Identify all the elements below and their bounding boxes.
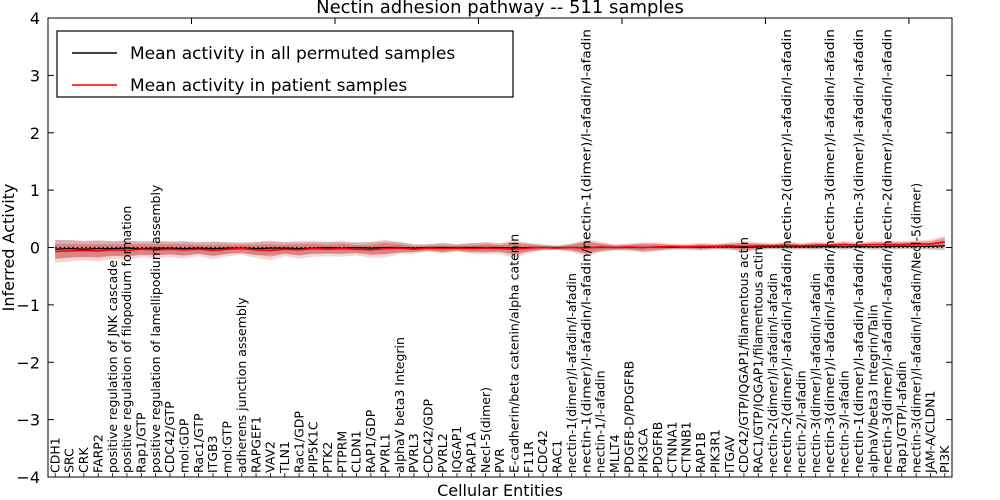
x-tick-label: RAC1 — [550, 440, 565, 473]
y-tick-label: −1 — [16, 296, 40, 315]
x-tick-label: FARP2 — [90, 434, 105, 473]
x-tick-label: CTNNA1 — [664, 421, 679, 473]
x-tick-label: PI3K — [937, 445, 952, 473]
x-tick-label: ITGAV — [722, 435, 737, 473]
x-tick-label: VAV2 — [263, 441, 278, 473]
legend-label-permuted-samples: Mean activity in all permuted samples — [130, 44, 455, 64]
x-tick-label: alphaV beta3 Integrin — [392, 337, 407, 473]
plot-frame — [47, 17, 953, 478]
legend-label-patient-samples: Mean activity in patient samples — [130, 76, 407, 96]
x-tick-label: nectin-3(dimer)/l-afadin/l-afadin — [808, 273, 823, 473]
y-tick-label: 0 — [30, 239, 40, 258]
x-tick-label: PDGFRB — [650, 422, 665, 473]
y-axis-label: Inferred Activity — [0, 184, 18, 312]
x-tick-label: PVRL2 — [435, 433, 450, 473]
x-tick-label: nectin-2(dimer)/l-afadin/l-afadin — [765, 273, 780, 473]
x-tick-label: adherens junction assembly — [234, 297, 249, 473]
x-tick-label: nectin-1(dimer)/l-afadin/l-afadin — [564, 273, 579, 473]
x-tick-label: CTNNB1 — [679, 421, 694, 473]
x-tick-label: PTK2 — [320, 442, 335, 473]
x-tick-label: CDH1 — [47, 437, 62, 473]
x-tick-label: E-cadherin/beta catenin/alpha catenin — [507, 234, 522, 473]
chart-title: Nectin adhesion pathway -- 511 samples — [316, 0, 684, 18]
x-tick-label: CDC42/GTP — [162, 401, 177, 473]
y-tick-label: 1 — [30, 181, 40, 200]
x-tick-labels: CDH1 SRC CRK FARP2 positive regulation of JN… — [47, 29, 952, 474]
x-tick-label: RAP1A — [464, 432, 479, 473]
x-tick-label: nectin-2(dimer)/l-afadin/l-afadin/nectin… — [779, 29, 794, 473]
legend: Mean activity in all permuted samples Me… — [56, 30, 514, 98]
x-tick-label: nectin-1(dimer)/l-afadin/l-afadin/nectin… — [578, 29, 593, 473]
x-tick-label: nectin-3(dimer)/l-afadin/l-afadin/Necl-5… — [908, 183, 923, 473]
x-tick-label: TLN1 — [277, 441, 292, 474]
x-tick-label: CDC42/GTP/IQGAP1/filamentous actin — [736, 237, 751, 473]
x-tick-label: nectin-2/l-afadin — [794, 371, 809, 474]
x-tick-label: CDC42 — [535, 430, 550, 473]
x-tick-label: ITGB3 — [205, 435, 220, 473]
x-tick-label: positive regulation of lamellipodium ass… — [148, 184, 163, 473]
y-tick-labels: −4 −3 −2 −1 0 1 2 3 4 — [16, 9, 40, 487]
x-tick-label: JAM-A/CLDN1 — [923, 391, 938, 474]
x-tick-label: SRC — [62, 448, 77, 473]
y-tick-label: 2 — [30, 124, 40, 143]
x-tick-label: nectin-1(dimer)/l-afadin/l-afadin/nectin… — [851, 29, 866, 473]
legend-box — [56, 30, 514, 98]
x-tick-label: Necl-5(dimer) — [478, 387, 493, 473]
x-axis-label: Cellular Entities — [437, 481, 563, 500]
permuted-mean-line — [55, 245, 945, 250]
x-tick-label: CRK — [76, 447, 91, 473]
x-tick-label: F11R — [521, 441, 536, 473]
x-tick-label: MLLT4 — [607, 434, 622, 473]
x-tick-label: RAP1/GDP — [363, 409, 378, 473]
x-tick-label: nectin-3/l-afadin — [837, 371, 852, 474]
series-lines — [55, 241, 945, 253]
x-tick-label: Rac1/GDP — [291, 411, 306, 473]
y-tick-label: 3 — [30, 66, 40, 85]
x-tick-label: PIK3CA — [636, 428, 651, 473]
x-tick-label: RAP1B — [693, 432, 708, 473]
x-tick-label: PVR — [492, 448, 507, 473]
y-tick-label: −2 — [16, 353, 40, 372]
x-tick-label: mol:GTP — [220, 421, 235, 473]
x-tick-label: PVRL3 — [406, 433, 421, 473]
x-tick-label: alphaV/beta3 Integrin/Talin — [865, 305, 880, 474]
x-tick-label: nectin-3(dimer)/l-afadin/l-afadin/nectin… — [822, 29, 837, 473]
x-tick-label: RAC1/GTP/IQGAP1/filamentous actin — [751, 247, 766, 473]
y-tick-label: 4 — [30, 9, 40, 28]
x-tick-label: positive regulation of filopodium format… — [119, 206, 134, 473]
x-tick-label: nectin-3(dimer)/l-afadin/l-afadin/nectin… — [880, 29, 895, 473]
x-tick-label: mol:GDP — [177, 418, 192, 473]
x-tick-label: positive regulation of JNK cascade — [105, 260, 120, 473]
x-tick-label: PDGFB-D/PDGFRB — [621, 361, 636, 473]
x-tick-label: PVRL1 — [377, 433, 392, 473]
x-tick-label: Rap1/GTP/l-afadin — [894, 361, 909, 473]
x-tick-label: PIP5K1C — [306, 421, 321, 473]
x-tick-label: RAPGEF1 — [248, 416, 263, 473]
x-tick-label: CLDN1 — [349, 430, 364, 473]
y-tick-label: −4 — [16, 468, 40, 487]
x-tick-label: Rap1/GTP — [134, 412, 149, 473]
patient-mean-line — [55, 241, 945, 253]
x-tick-label: IQGAP1 — [449, 426, 464, 473]
x-tick-label: PTPRM — [334, 431, 349, 473]
x-tick-label: Rac1/GTP — [191, 413, 206, 473]
x-tick-label: PIK3R1 — [707, 429, 722, 473]
y-tick-label: −3 — [16, 411, 40, 430]
x-tick-label: CDC42/GDP — [421, 398, 436, 473]
x-tick-label: nectin-1/l-afadin — [593, 371, 608, 474]
